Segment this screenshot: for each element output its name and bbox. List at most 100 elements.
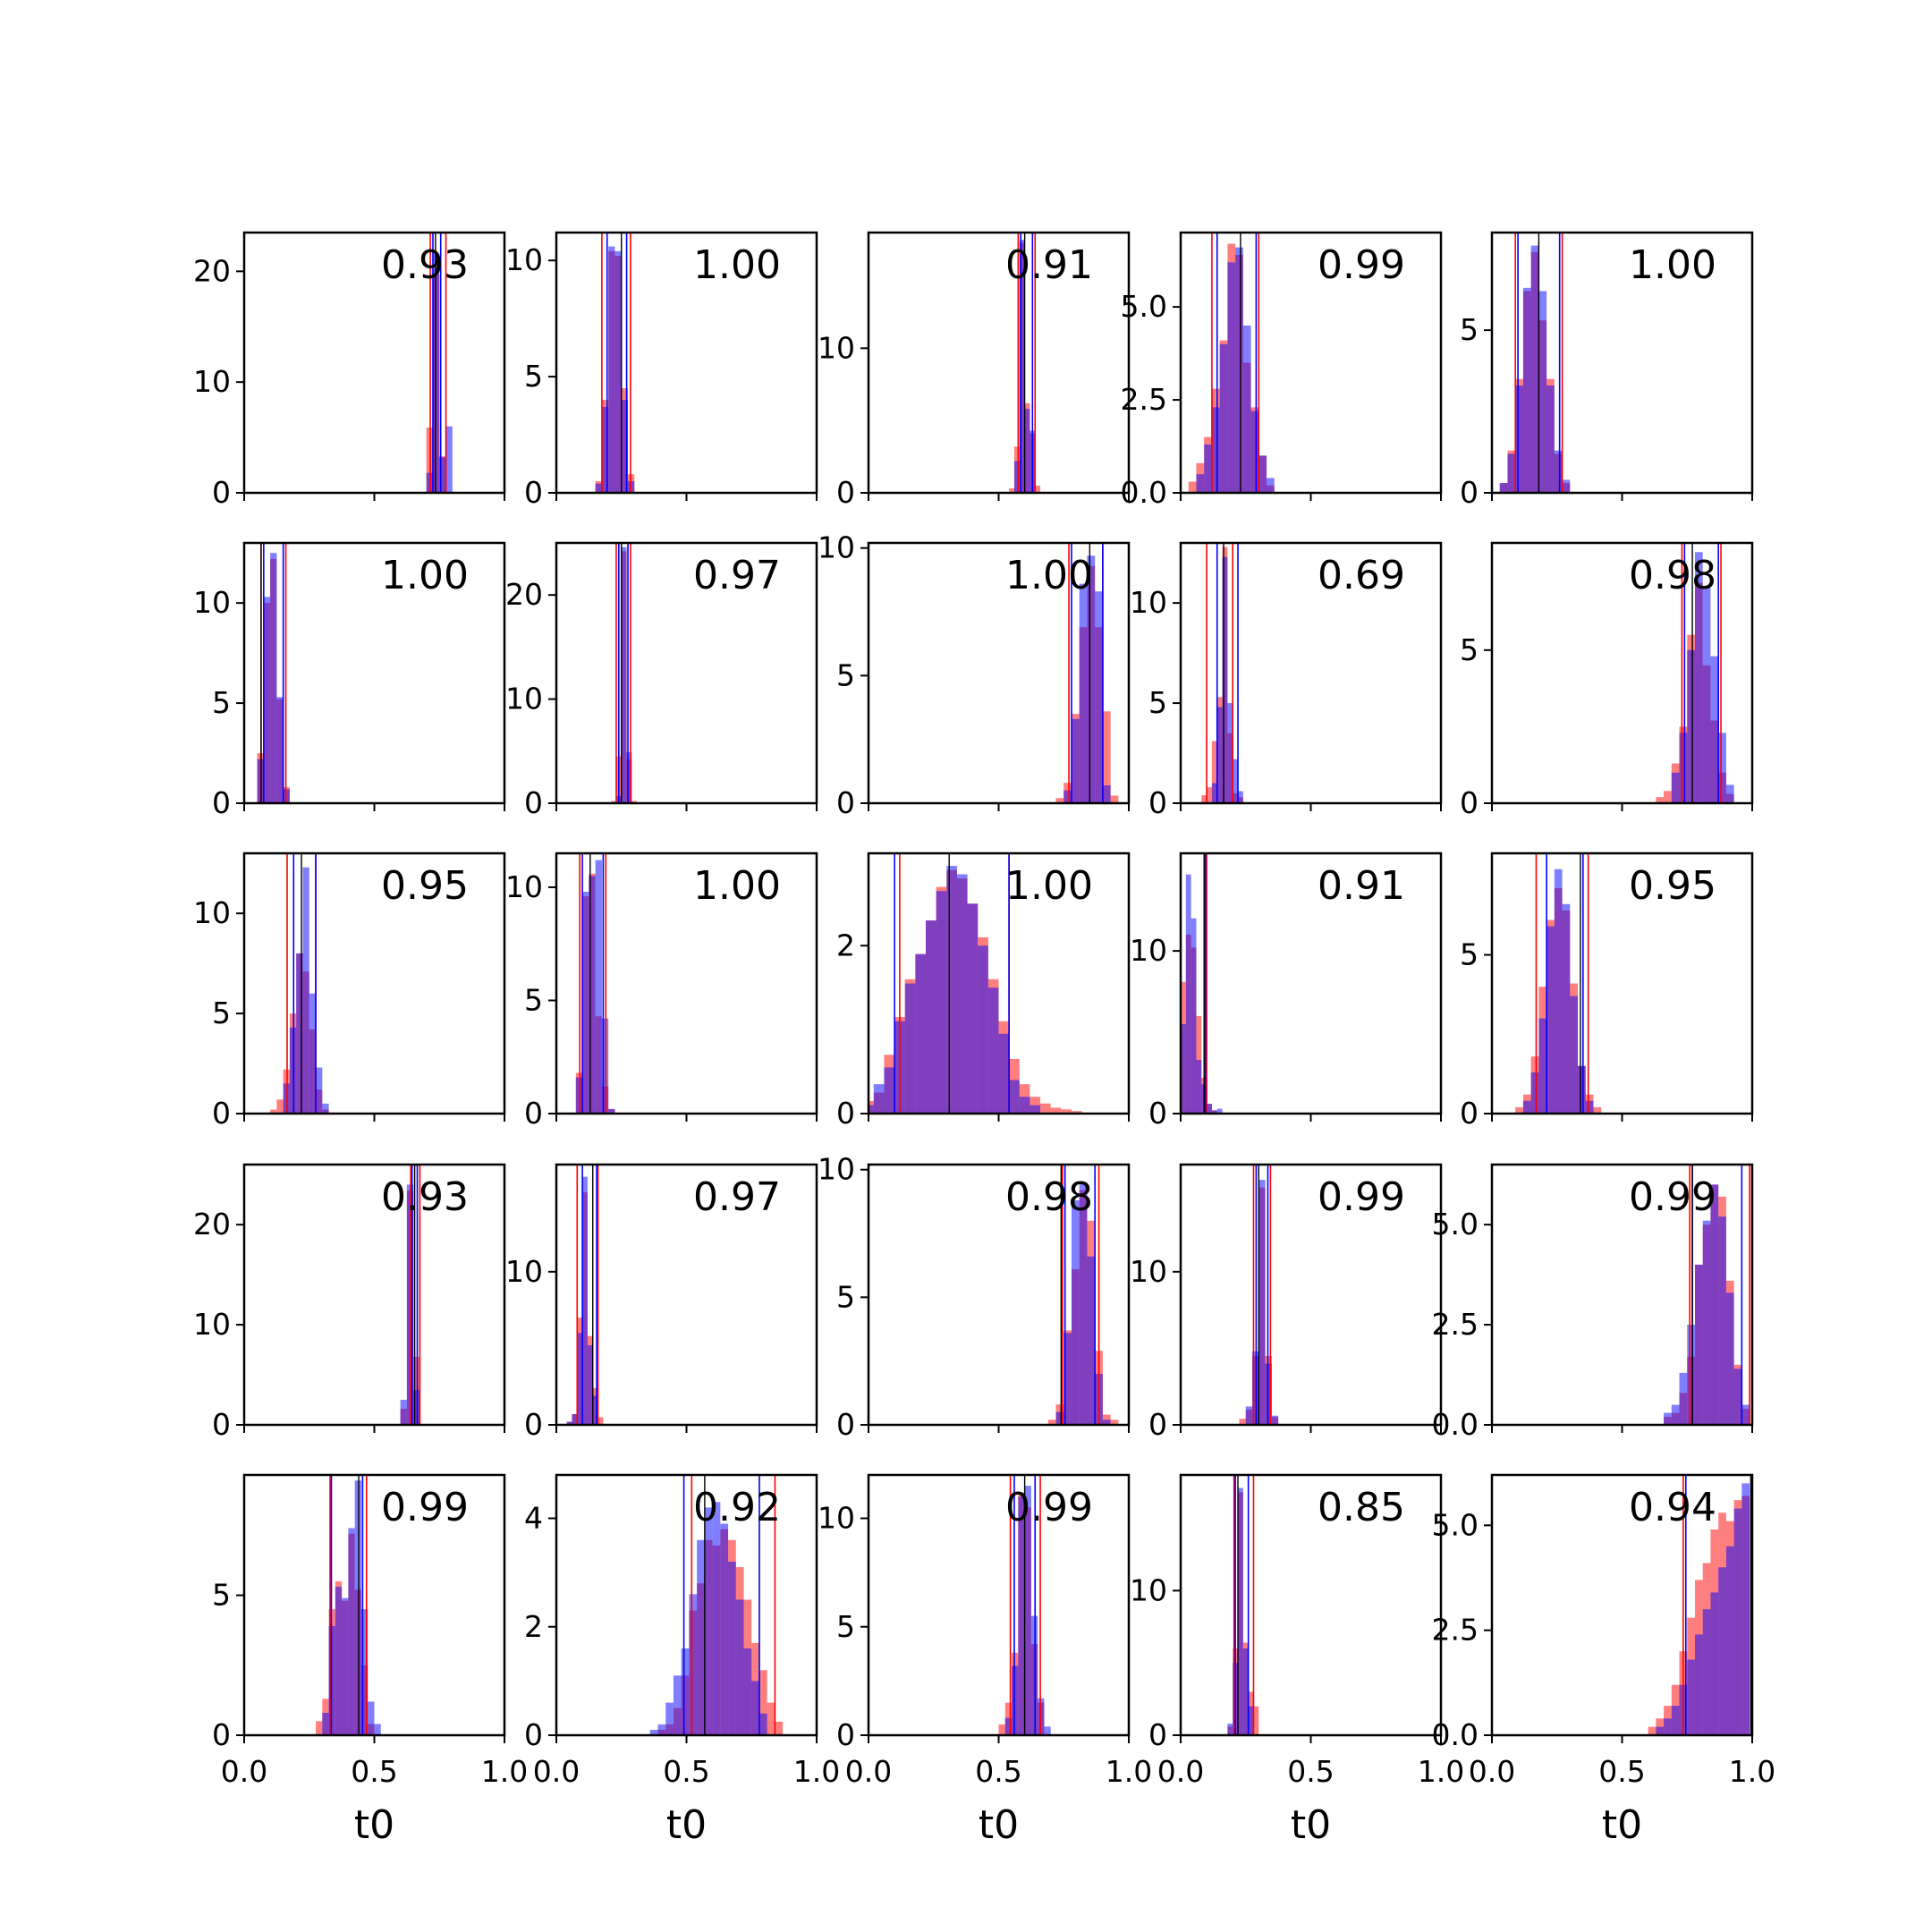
red-bar bbox=[758, 1670, 767, 1735]
blue-bar bbox=[1671, 1706, 1680, 1735]
plot-area bbox=[316, 1475, 381, 1735]
plot-area bbox=[257, 543, 290, 803]
blue-bar bbox=[1554, 869, 1563, 1114]
blue-bar bbox=[1238, 791, 1243, 803]
y-tick-label: 0 bbox=[1460, 785, 1479, 820]
annotation-value: 0.93 bbox=[381, 242, 469, 288]
plot-area bbox=[998, 1475, 1051, 1735]
blue-bar bbox=[1079, 583, 1088, 803]
plot-area bbox=[1664, 1165, 1750, 1425]
x-axis-label: t0 bbox=[1602, 1802, 1642, 1848]
subplot-r1-c3: 0 5 10 0.69 bbox=[1130, 541, 1443, 820]
plot-area bbox=[1055, 543, 1119, 803]
subplot-r3-c1: 0 10 0.97 bbox=[505, 1163, 818, 1442]
blue-bar bbox=[1004, 1717, 1013, 1735]
blue-bar bbox=[1216, 707, 1223, 803]
blue-bar bbox=[595, 860, 602, 1114]
blue-bar bbox=[1694, 1634, 1703, 1735]
blue-bar bbox=[1102, 785, 1111, 803]
blue-bar bbox=[1546, 385, 1555, 493]
blue-bar bbox=[1087, 1256, 1096, 1425]
annotation-value: 0.99 bbox=[1318, 242, 1405, 288]
blue-bar bbox=[621, 400, 629, 493]
subplot-r4-c2: 0 5 10 0.99 bbox=[818, 1473, 1131, 1752]
x-axis-label: t0 bbox=[666, 1802, 707, 1848]
y-tick-label: 0.0 bbox=[1432, 1717, 1479, 1752]
blue-bar bbox=[1242, 325, 1251, 493]
subplot-r0-c3: 0.0 2.5 5.0 0.99 bbox=[1121, 231, 1443, 510]
blue-bar bbox=[1671, 772, 1680, 803]
blue-bar bbox=[263, 597, 271, 803]
subplot-r2-c1: 0 5 10 1.00 bbox=[505, 852, 818, 1131]
plot-area bbox=[595, 233, 635, 493]
blue-bar bbox=[1679, 1372, 1688, 1425]
plot-area bbox=[1181, 853, 1223, 1114]
blue-bar bbox=[1515, 385, 1523, 493]
subplot-r1-c4: 050.98 bbox=[1460, 541, 1754, 820]
y-tick-label: 0 bbox=[836, 785, 855, 820]
y-tick-label: 10 bbox=[505, 1254, 543, 1289]
blue-bar bbox=[1079, 1182, 1088, 1425]
blue-bar bbox=[595, 483, 602, 493]
red-bar bbox=[1211, 741, 1217, 803]
blue-bar bbox=[1725, 1292, 1734, 1425]
y-tick-label: 5 bbox=[1460, 632, 1479, 667]
blue-bar bbox=[697, 1539, 705, 1735]
blue-bar bbox=[978, 945, 988, 1114]
blue-bar bbox=[1664, 1718, 1672, 1735]
y-tick-label: 10 bbox=[1130, 933, 1167, 968]
blue-bar bbox=[1546, 926, 1555, 1114]
annotation-value: 0.99 bbox=[1629, 1174, 1716, 1220]
blue-bar bbox=[1522, 287, 1531, 493]
y-tick-label: 10 bbox=[1130, 585, 1167, 620]
y-tick-label: 0 bbox=[524, 1096, 543, 1131]
y-tick-label: 10 bbox=[818, 330, 855, 365]
blue-bar bbox=[572, 1414, 578, 1425]
blue-bar bbox=[657, 1724, 666, 1735]
blue-bar bbox=[1063, 1333, 1072, 1425]
blue-bar bbox=[592, 1395, 598, 1425]
blue-bar bbox=[1227, 703, 1233, 803]
blue-bar bbox=[1702, 1609, 1711, 1735]
blue-bar bbox=[335, 1587, 343, 1735]
blue-bar bbox=[601, 406, 609, 493]
red-bar bbox=[1071, 1111, 1082, 1114]
blue-bar bbox=[1242, 1648, 1249, 1735]
subplot-r4-c1: 0 2 4 0.92 bbox=[524, 1473, 818, 1752]
annotation-value: 1.00 bbox=[1629, 242, 1716, 288]
y-tick-label: 2.5 bbox=[1121, 382, 1167, 417]
blue-bar bbox=[1687, 649, 1695, 803]
blue-bar bbox=[1710, 656, 1719, 803]
blue-bar bbox=[712, 1502, 721, 1735]
y-tick-label: 5 bbox=[836, 1609, 855, 1644]
blue-bar bbox=[1267, 478, 1275, 493]
x-tick-label: 1.0 bbox=[1418, 1754, 1464, 1789]
blue-bar bbox=[374, 1724, 381, 1735]
blue-bar bbox=[1211, 783, 1217, 803]
subplot-r2-c4: 050.95 bbox=[1460, 852, 1754, 1131]
red-bar bbox=[767, 1702, 775, 1735]
y-tick-label: 20 bbox=[193, 1207, 231, 1241]
blue-bar bbox=[956, 874, 968, 1114]
blue-bar bbox=[342, 1597, 349, 1735]
blue-bar bbox=[1063, 790, 1072, 803]
blue-bar bbox=[1710, 1592, 1719, 1735]
plot-area bbox=[649, 1475, 784, 1735]
annotation-value: 0.93 bbox=[381, 1174, 469, 1220]
blue-bar bbox=[1030, 1105, 1041, 1114]
blue-bar bbox=[354, 1480, 361, 1735]
x-tick-label: 0.5 bbox=[975, 1754, 1021, 1789]
subplot-r1-c2: 0 5 10 1.00 bbox=[818, 530, 1131, 820]
blue-bar bbox=[1071, 718, 1080, 803]
blue-bar bbox=[1238, 1487, 1243, 1735]
blue-bar bbox=[1530, 1072, 1539, 1114]
y-tick-label: 0 bbox=[212, 1717, 231, 1752]
subplot-r3-c3: 0 10 0.99 bbox=[1130, 1163, 1443, 1442]
y-tick-label: 5 bbox=[524, 982, 543, 1017]
blue-bar bbox=[582, 1176, 588, 1425]
y-tick-label: 0 bbox=[1148, 1717, 1167, 1752]
blue-bar bbox=[1191, 918, 1197, 1114]
red-bar bbox=[1061, 1109, 1072, 1114]
y-tick-label: 0 bbox=[836, 1096, 855, 1131]
subplot-r2-c3: 0 10 0.91 bbox=[1130, 852, 1443, 1131]
